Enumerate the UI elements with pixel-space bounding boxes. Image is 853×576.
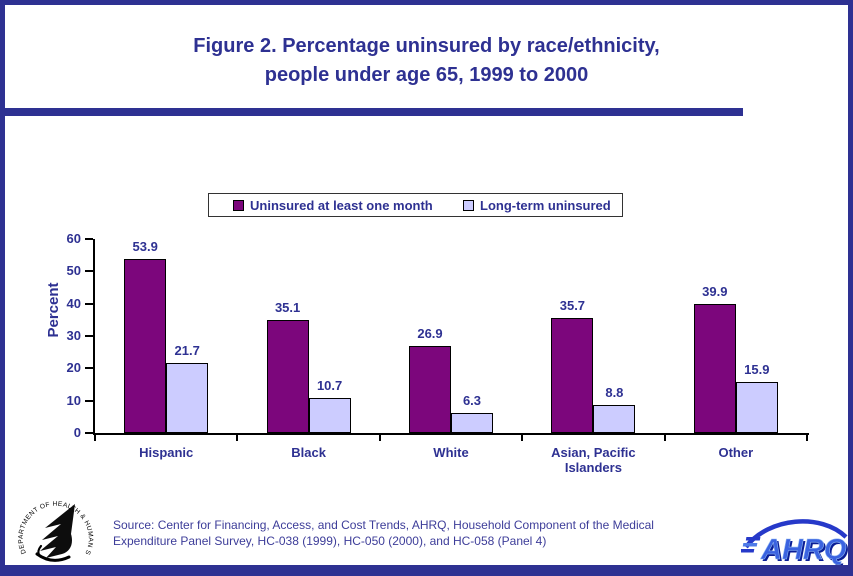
bar-long-term-black bbox=[308, 398, 351, 433]
y-axis-tick-label-50: 50 bbox=[66, 263, 81, 279]
category-label-asian-pacific-islanders: Asian, Pacific Islanders bbox=[551, 445, 636, 475]
hhs-department-seal-logo: DEPARTMENT OF HEALTH & HUMAN SERVICES · … bbox=[15, 491, 93, 562]
y-axis-tick-label-10: 10 bbox=[66, 392, 81, 408]
bar-value-label: 15.9 bbox=[744, 361, 770, 377]
bar-value-label: 53.9 bbox=[132, 238, 158, 254]
bar-value-label: 35.1 bbox=[274, 299, 301, 315]
bar-uninsured-month-other bbox=[693, 303, 736, 433]
category-label-other: Other bbox=[718, 445, 754, 460]
bar-value-label: 26.9 bbox=[417, 326, 443, 342]
bar-long-term-hispanic bbox=[166, 362, 209, 433]
x-axis-tick-5 bbox=[806, 435, 808, 441]
bar-uninsured-month-black bbox=[266, 319, 309, 433]
bar-value-label: 21.7 bbox=[174, 342, 200, 358]
bar-value-label: 35.7 bbox=[559, 297, 586, 313]
x-axis-tick-2 bbox=[378, 435, 381, 441]
figure-title-line2: people under age 65, 1999 to 2000 bbox=[264, 64, 589, 86]
hhs-eagle-icon bbox=[35, 504, 75, 562]
category-label-hispanic: Hispanic bbox=[139, 445, 194, 460]
bar-uninsured-month-hispanic bbox=[124, 258, 167, 433]
y-axis-tick-label-40: 40 bbox=[66, 295, 81, 311]
source-note-line1: Source: Center for Financing, Access, an… bbox=[113, 518, 654, 532]
y-axis-tick-10 bbox=[85, 399, 93, 402]
y-axis-title: Percent bbox=[45, 282, 62, 338]
ahrq-logo-text-shadow: AHRQ bbox=[762, 536, 848, 568]
y-axis-tick-0 bbox=[85, 432, 93, 434]
source-note-line2: Expenditure Panel Survey, HC-038 (1999),… bbox=[113, 534, 547, 548]
y-axis-tick-label-20: 20 bbox=[66, 360, 81, 376]
bar-long-term-asian-pacific-islanders bbox=[593, 404, 636, 433]
bar-value-label: 39.9 bbox=[702, 283, 728, 299]
x-axis-tick-0 bbox=[94, 435, 96, 441]
legend-swatch-long-term bbox=[463, 199, 474, 211]
x-axis-line bbox=[93, 433, 809, 435]
y-axis-tick-40 bbox=[85, 302, 93, 305]
bar-uninsured-month-white bbox=[409, 346, 451, 433]
legend-entry-long-term: Long-term uninsured bbox=[463, 194, 611, 216]
legend-entry-uninsured-month: Uninsured at least one month bbox=[233, 194, 433, 216]
y-axis-tick-label-30: 30 bbox=[66, 328, 81, 343]
x-axis-tick-1 bbox=[236, 435, 239, 441]
bar-value-label: 6.3 bbox=[462, 392, 482, 408]
title-divider-bar bbox=[0, 108, 743, 116]
bar-long-term-other bbox=[735, 381, 778, 433]
y-axis-tick-label-0: 0 bbox=[73, 425, 81, 440]
bar-uninsured-month-asian-pacific-islanders bbox=[551, 317, 594, 433]
figure-title-line1: Figure 2. Percentage uninsured by race/e… bbox=[193, 35, 660, 57]
source-note: Source: Center for Financing, Access, an… bbox=[113, 517, 743, 549]
bar-value-label: 8.8 bbox=[605, 384, 624, 400]
y-axis-tick-50 bbox=[85, 270, 93, 273]
category-label-white: White bbox=[433, 445, 469, 460]
bar-value-label: 10.7 bbox=[316, 378, 343, 394]
x-axis-tick-4 bbox=[663, 435, 666, 441]
legend-swatch-uninsured-month bbox=[233, 199, 244, 211]
y-axis-tick-label-60: 60 bbox=[66, 231, 81, 246]
bottom-accent-bar bbox=[0, 565, 853, 576]
y-axis-tick-30 bbox=[85, 335, 93, 337]
chart-legend: Uninsured at least one month Long-term u… bbox=[208, 193, 623, 217]
category-label-black: Black bbox=[291, 445, 326, 460]
figure-title: Figure 2. Percentage uninsured by race/e… bbox=[5, 32, 848, 90]
y-axis-tick-20 bbox=[85, 367, 93, 370]
legend-label-long-term: Long-term uninsured bbox=[480, 197, 611, 213]
bar-chart-plot-area: 0 10 20 30 40 50 60 53.9 21.7 Hispanic 35.1 10.7 Bla… bbox=[67, 231, 809, 475]
ahrq-logo-speed-lines bbox=[741, 537, 761, 553]
ahrq-logo: AHRQ AHRQ bbox=[741, 519, 848, 568]
legend-label-uninsured-month: Uninsured at least one month bbox=[250, 197, 433, 213]
x-axis-tick-3 bbox=[521, 435, 524, 441]
y-axis-line bbox=[93, 239, 95, 435]
ahrq-logo-text: AHRQ bbox=[760, 534, 847, 566]
y-axis-tick-60 bbox=[85, 238, 93, 240]
bar-long-term-white bbox=[451, 412, 493, 433]
